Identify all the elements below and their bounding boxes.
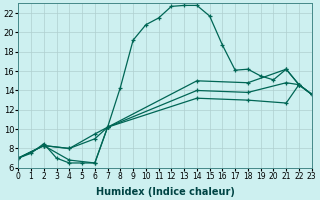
- X-axis label: Humidex (Indice chaleur): Humidex (Indice chaleur): [96, 187, 235, 197]
